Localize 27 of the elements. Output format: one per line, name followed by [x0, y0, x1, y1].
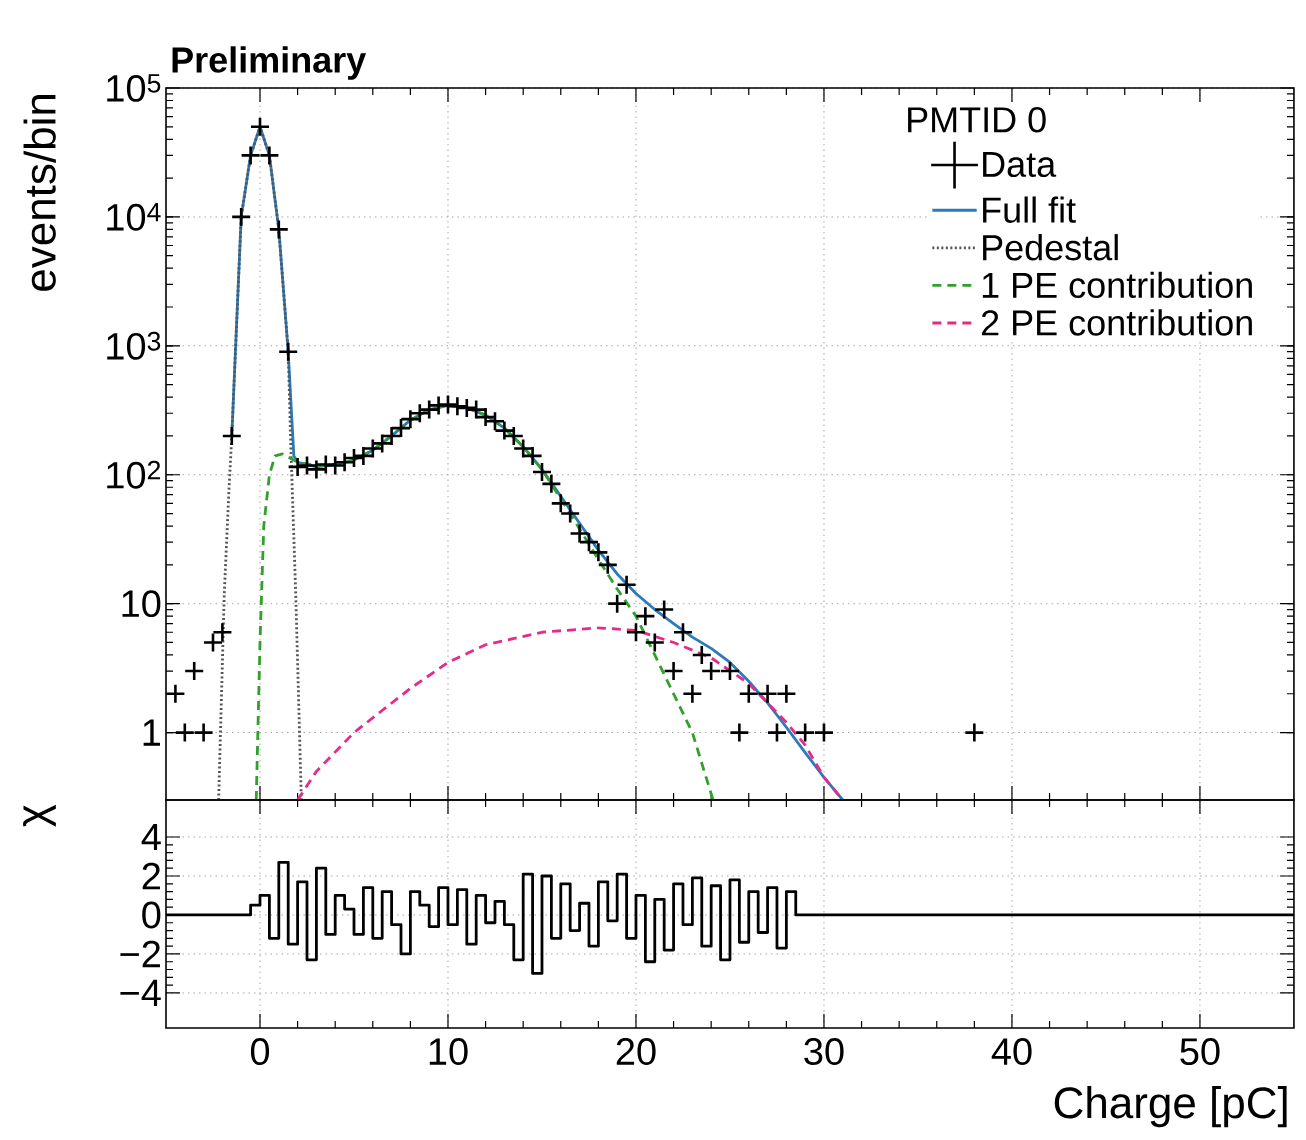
- x-tick-label: 20: [616, 1038, 656, 1066]
- legend-title: PMTID 0: [908, 107, 1046, 133]
- legend-label: Pedestal: [983, 234, 1118, 261]
- y-tick-label: 10$^{5}$: [107, 74, 161, 102]
- x-tick-label: 10: [429, 1038, 468, 1066]
- x-tick-label: 30: [804, 1038, 844, 1066]
- legend-label: Full fit: [983, 196, 1076, 223]
- y-tick-label: −2: [120, 940, 160, 968]
- y-tick-label: 10$^{2}$: [107, 460, 161, 489]
- x-axis-title: Charge [pC]: [1054, 1086, 1287, 1128]
- y-tick-label: 2: [142, 862, 160, 890]
- y-tick-label: 1: [143, 719, 161, 746]
- chart-title: Preliminary: [172, 46, 367, 80]
- legend-label: 2 PE contribution: [981, 309, 1252, 336]
- x-tick-label: 40: [991, 1038, 1032, 1066]
- y-axis-title: χ: [23, 804, 56, 827]
- y-tick-label: 10: [122, 590, 161, 618]
- x-tick-label: 0: [250, 1038, 270, 1066]
- y-tick-label: 10$^{3}$: [107, 331, 161, 360]
- y-axis-title: events/bin: [23, 95, 56, 291]
- y-tick-label: 10$^{4}$: [107, 203, 161, 231]
- legend-label: Data: [983, 151, 1057, 178]
- y-tick-label: 4: [141, 823, 161, 851]
- legend-label: 1 PE contribution: [982, 271, 1252, 299]
- y-tick-label: −4: [120, 979, 161, 1006]
- y-tick-label: 0: [142, 901, 161, 929]
- x-tick-label: 50: [1180, 1038, 1220, 1066]
